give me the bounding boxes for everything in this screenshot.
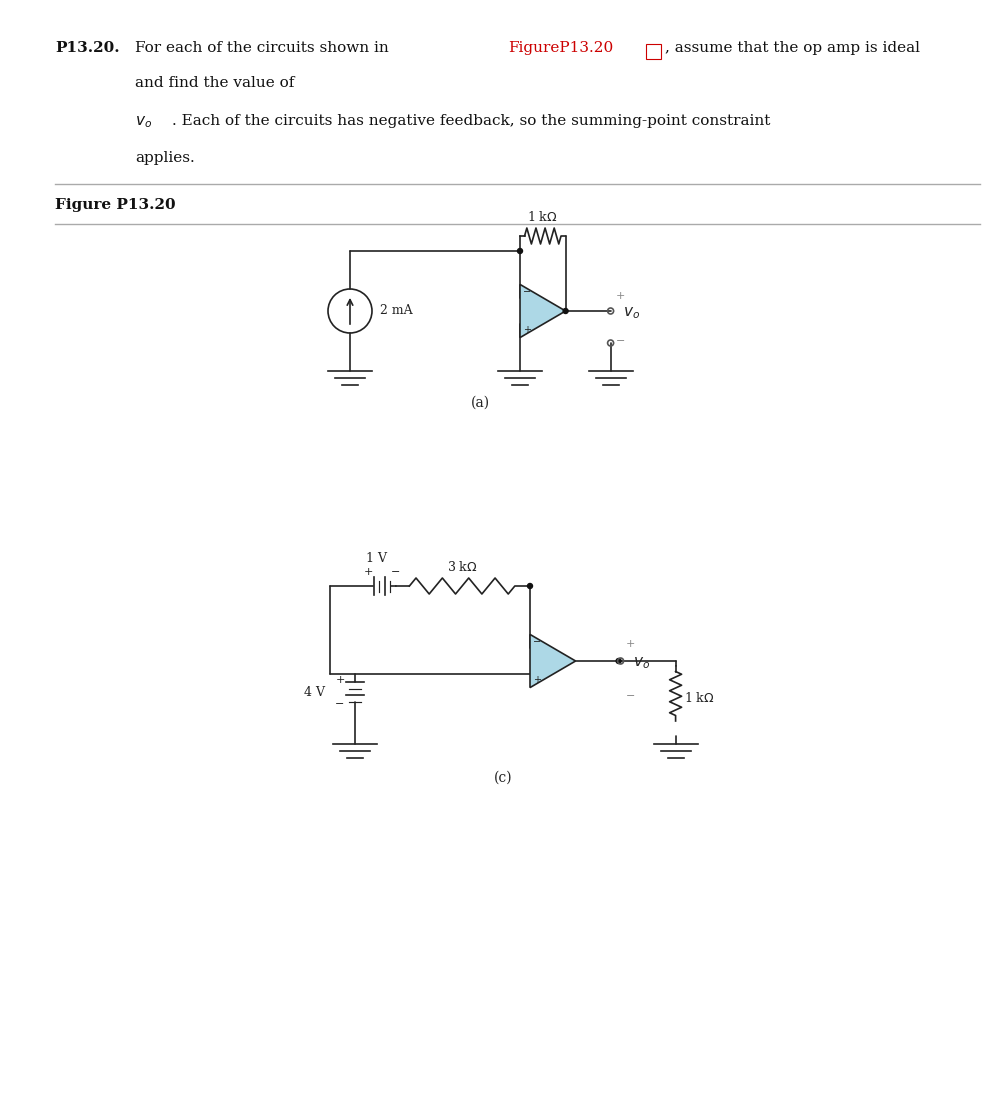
Text: +: + [364, 567, 373, 576]
Text: 2 mA: 2 mA [380, 305, 413, 318]
Text: Figure P13.20: Figure P13.20 [55, 198, 176, 212]
Text: (a): (a) [471, 396, 490, 410]
Text: 3 k$\Omega$: 3 k$\Omega$ [447, 560, 477, 574]
Text: , assume that the op amp is ideal: , assume that the op amp is ideal [665, 41, 920, 55]
Text: 1 k$\Omega$: 1 k$\Omega$ [684, 692, 714, 706]
Circle shape [528, 583, 532, 589]
Text: −: − [533, 638, 541, 648]
Text: $v_o$: $v_o$ [135, 114, 152, 129]
Text: applies.: applies. [135, 151, 195, 165]
Text: +: + [335, 675, 345, 685]
Text: +: + [616, 292, 625, 301]
Polygon shape [520, 284, 566, 338]
Circle shape [616, 659, 621, 663]
Polygon shape [530, 635, 576, 687]
Text: P13.20.: P13.20. [55, 41, 120, 55]
Text: 1 k$\Omega$: 1 k$\Omega$ [527, 210, 558, 224]
Text: −: − [391, 567, 400, 576]
Text: −: − [335, 699, 345, 709]
Text: $v_o$: $v_o$ [633, 655, 650, 671]
Text: (c): (c) [493, 770, 512, 785]
Circle shape [518, 249, 522, 253]
Text: $v_o$: $v_o$ [623, 305, 640, 321]
Text: +: + [626, 639, 635, 649]
Text: +: + [533, 675, 541, 685]
Text: . Each of the circuits has negative feedback, so the summing-point constraint: . Each of the circuits has negative feed… [172, 114, 770, 128]
Text: +: + [523, 324, 531, 334]
Text: −: − [626, 690, 635, 701]
Text: 4 V: 4 V [304, 686, 326, 698]
Text: −: − [616, 336, 625, 346]
Text: −: − [523, 287, 531, 297]
Text: 1 V: 1 V [366, 551, 388, 564]
Text: and find the value of: and find the value of [135, 76, 294, 90]
Text: For each of the circuits shown in: For each of the circuits shown in [135, 41, 394, 55]
Text: FigureP13.20: FigureP13.20 [508, 41, 613, 55]
FancyBboxPatch shape [646, 44, 661, 59]
Circle shape [563, 308, 568, 313]
